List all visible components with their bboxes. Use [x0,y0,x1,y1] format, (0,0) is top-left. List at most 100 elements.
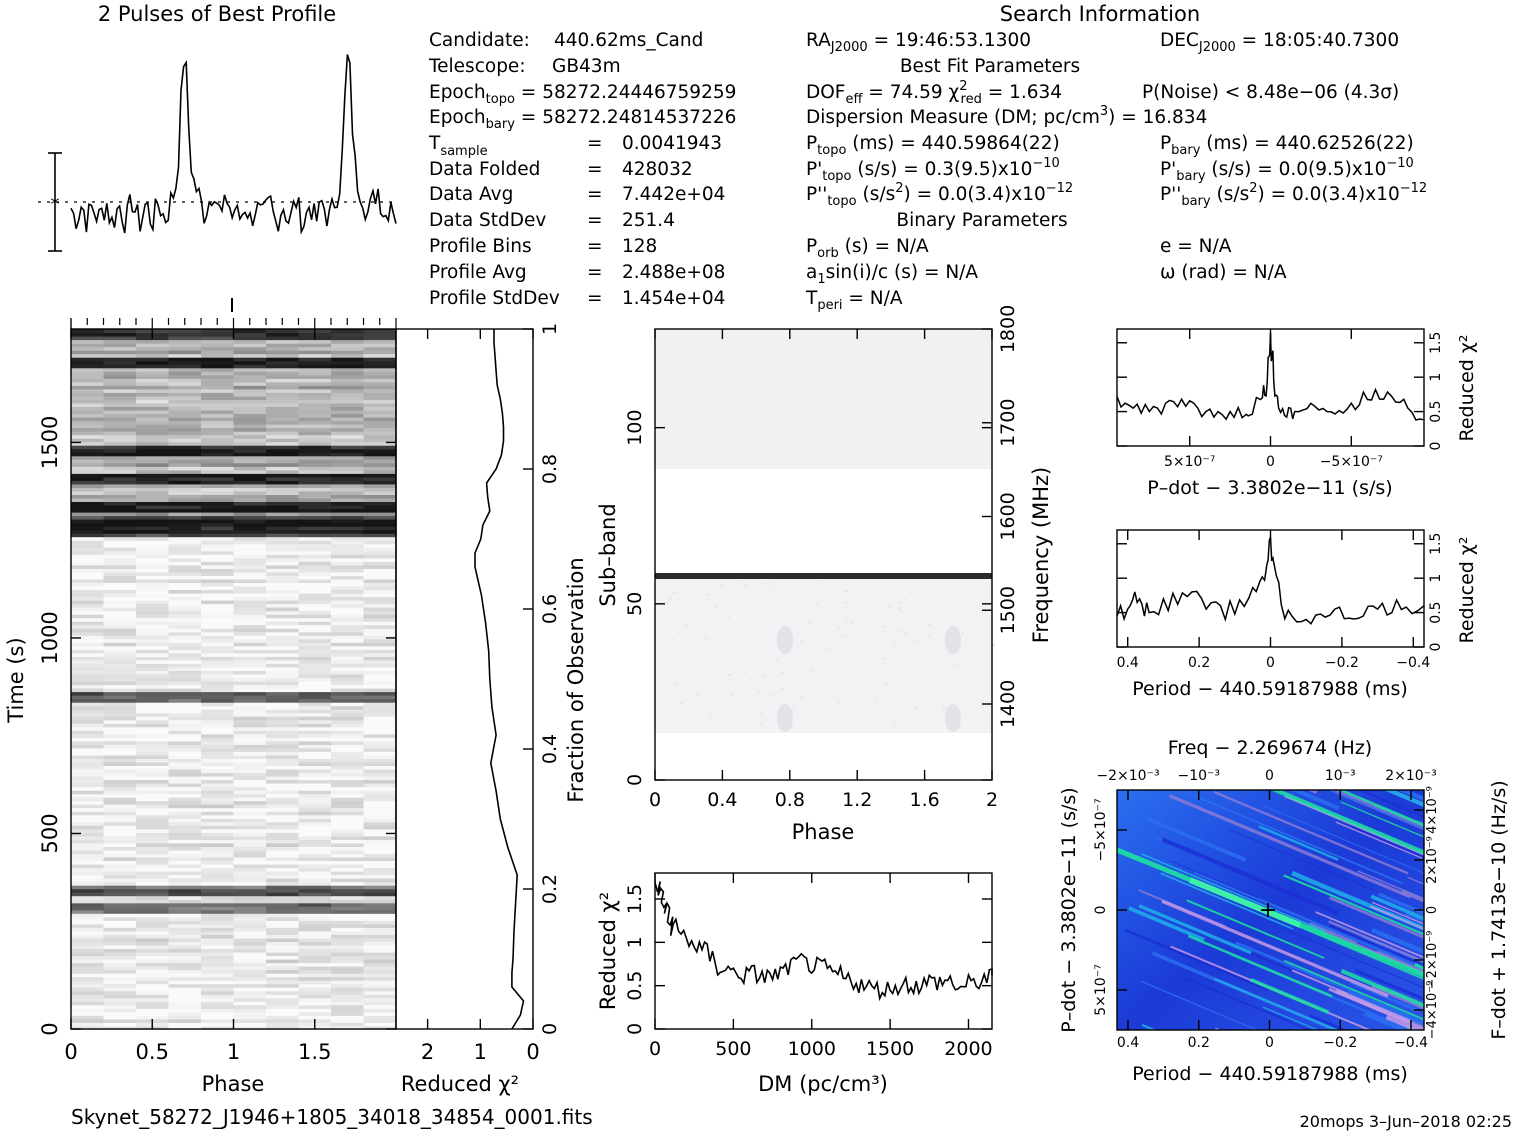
time-phase-cell [266,416,299,422]
time-phase-cell [136,458,169,464]
time-phase-cell [266,458,299,464]
time-phase-cell [298,455,332,460]
ppdot-streak [1168,794,1412,899]
time-phase-cell [71,360,104,365]
time-phase-cell [363,508,397,513]
time-phase-cell [71,599,104,605]
time-phase-cell [233,905,267,911]
time-phase-cell [201,743,234,749]
time-phase-cell [266,916,299,921]
time-phase-cell [168,1004,202,1009]
time-phase-cell [331,427,364,432]
time-phase-cell [266,532,299,538]
time-phase-cell [71,617,104,622]
time-phase-cell [168,501,202,506]
time-phase-cell [201,831,234,837]
search-info-title: Search Information [1000,2,1200,26]
noise-speck [727,674,731,676]
time-phase-cell [298,342,332,348]
time-phase-cell [136,1007,169,1013]
time-phase-cell [331,895,364,900]
period-ylabel: Reduced χ² [1456,537,1478,644]
time-phase-cell [266,835,299,840]
time-phase-cell [266,511,299,517]
time-phase-cell [71,993,104,999]
time-phase-cell [363,849,397,854]
time-phase-cell [71,863,104,869]
time-phase-cell [331,736,364,742]
time-phase-cell [136,758,169,763]
y-tick-right-label: 4×10⁻⁹ [1425,786,1440,834]
time-phase-cell [363,455,397,460]
time-phase-cell [71,339,104,344]
time-phase-cell [233,571,267,576]
time-phase-cell [103,578,137,583]
time-phase-cell [233,733,267,738]
frequency-ylabel: Frequency (MHz) [1029,467,1053,643]
y-tick-right-label: −4×10⁻⁹ [1425,981,1440,1040]
ppdot-streak [1184,977,1312,1030]
time-phase-cell [168,356,202,362]
time-phase-cell [298,712,332,717]
time-phase-cell [331,441,364,446]
time-phase-cell [233,409,267,415]
freq-tick-label: 1600 [997,492,1019,540]
time-phase-cell [136,779,169,784]
time-phase-cell [136,831,169,837]
time-phase-cell [233,1022,267,1027]
time-phase-cell [363,596,397,601]
time-phase-cell [136,905,169,911]
time-phase-cell [363,335,397,341]
ppdot-streak [1371,901,1424,925]
y-tick-label: 1.5 [1428,332,1444,354]
time-phase-cell [233,613,267,619]
x-tick-top-label: 0 [1265,768,1274,784]
time-phase-cell [71,1022,104,1027]
time-phase-cell [136,532,169,538]
time-phase-cell [266,930,299,935]
pddot-bary-row: P''bary (s/s2) = 0.0(3.4)x10−12 [1160,181,1427,209]
time-phase-cell [136,800,169,805]
time-phase-cell [136,687,169,693]
time-phase-cell [363,589,397,594]
time-phase-cell [71,465,104,471]
time-phase-cell [103,539,137,545]
time-phase-cell [298,926,332,932]
time-phase-cell [233,416,267,422]
ppdot-streak [1213,791,1409,875]
time-phase-cell [298,462,332,467]
time-phase-cell [363,810,397,816]
y-tick-label: 1.5 [1428,533,1444,555]
time-phase-cell [103,465,137,471]
time-phase-cell [363,972,397,978]
svg-text:=: = [587,236,603,257]
time-phase-cell [201,800,234,805]
time-phase-cell [168,909,202,914]
time-phase-cell [136,736,169,742]
time-phase-cell [71,673,104,678]
time-phase-cell [103,898,137,904]
time-phase-cell [363,483,397,488]
time-phase-cell [363,1004,397,1009]
time-phase-cell [266,775,299,781]
time-phase-cell [201,448,234,453]
time-phase-cell [298,546,332,552]
y-tick-label: 0 [1093,906,1109,915]
time-phase-cell [136,370,169,376]
time-phase-cell [201,585,234,590]
time-phase-cell [136,356,169,362]
time-phase-cell [298,631,332,636]
time-phase-cell [363,328,397,334]
ppdot-streak [1328,920,1424,963]
time-phase-cell [298,916,332,921]
period-xlabel: Period − 440.59187988 (ms) [1132,678,1408,700]
time-phase-cell [298,694,332,700]
time-phase-cell [136,638,169,643]
time-phase-cell [168,1022,202,1027]
time-phase-cell [103,877,137,883]
time-phase-cell [71,455,104,460]
time-phase-cell [233,765,267,770]
time-phase-cell [331,652,364,657]
time-phase-ylabel: Time (s) [4,637,28,723]
time-phase-cell [103,585,137,590]
